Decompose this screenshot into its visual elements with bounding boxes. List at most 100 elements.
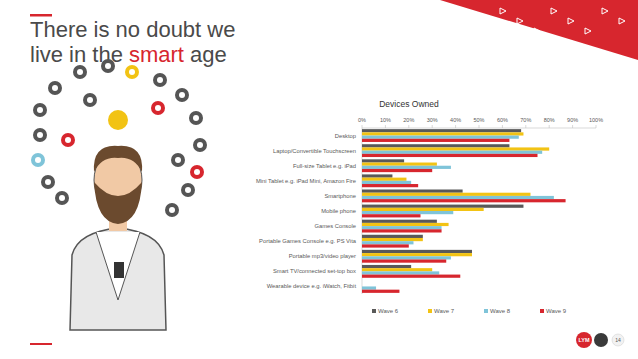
icon-detail	[37, 107, 43, 113]
tick	[479, 125, 480, 128]
bar	[362, 275, 460, 278]
bar	[362, 144, 509, 147]
logo	[576, 332, 592, 348]
icon-detail	[37, 132, 43, 138]
category-label: Portable Games Console e.g. PS Vita	[259, 238, 357, 244]
icon-detail	[87, 97, 93, 103]
bar	[362, 226, 442, 229]
legend-swatch	[372, 309, 376, 313]
icon-detail	[65, 137, 71, 143]
body	[70, 228, 166, 330]
tick-label: 30%	[427, 117, 438, 123]
icon	[48, 81, 62, 95]
icon	[33, 103, 47, 117]
bars	[362, 129, 566, 293]
bar	[362, 184, 418, 187]
icon-detail	[35, 157, 41, 163]
legend-swatch	[540, 309, 544, 313]
tick-label: 40%	[450, 117, 461, 123]
corner-shape	[440, 0, 638, 60]
bar	[362, 189, 463, 192]
corner-glyph	[551, 8, 557, 14]
bar	[362, 178, 406, 181]
icon-detail	[197, 142, 203, 148]
corner-glyph	[585, 28, 591, 34]
phone	[114, 262, 124, 278]
bar	[362, 169, 432, 172]
legend-swatch	[484, 309, 488, 313]
bar	[362, 174, 392, 177]
tick	[502, 125, 503, 128]
logo	[594, 333, 608, 347]
bar	[362, 211, 453, 214]
bar	[362, 205, 523, 208]
corner-glyph	[517, 18, 523, 24]
title-part: age	[190, 42, 227, 67]
tick	[525, 125, 526, 128]
icon-detail	[77, 69, 83, 75]
chart: Devices Owned0%10%20%30%40%50%60%70%80%9…	[256, 99, 603, 314]
bulb	[108, 110, 128, 130]
icon	[175, 88, 189, 102]
bar	[362, 163, 437, 166]
corner-glyph	[534, 28, 540, 34]
bar	[362, 265, 411, 268]
illustration	[31, 59, 207, 330]
icon-detail	[185, 187, 191, 193]
title-line: live in thesmartage	[30, 42, 227, 67]
tick-label: 100%	[589, 117, 603, 123]
tick-label: 90%	[567, 117, 578, 123]
icon	[73, 65, 87, 79]
tick	[572, 125, 573, 128]
bar	[362, 208, 484, 211]
icon-detail	[155, 105, 161, 111]
icon	[101, 59, 115, 73]
tick	[549, 125, 550, 128]
bar	[362, 256, 451, 259]
legend-swatch	[428, 309, 432, 313]
icon-detail	[175, 157, 181, 163]
bar	[362, 214, 421, 217]
tick	[362, 125, 363, 128]
legend: Wave 6Wave 7Wave 8Wave 9	[372, 308, 567, 314]
corner-glyph	[568, 18, 574, 24]
icon	[165, 203, 179, 217]
icon-detail	[59, 195, 65, 201]
bar	[362, 147, 549, 150]
bar	[362, 166, 451, 169]
icon-detail	[194, 169, 200, 175]
bar	[362, 253, 472, 256]
icon-detail	[129, 69, 135, 75]
tick	[408, 125, 409, 128]
category-label: Portable mp3/video player	[289, 253, 356, 259]
slide: There is no doubt welive in thesmartageD…	[0, 0, 638, 359]
legend-label: Wave 9	[546, 308, 567, 314]
title-highlight: smart	[129, 42, 184, 67]
icon	[171, 153, 185, 167]
bar	[362, 271, 439, 274]
bar	[362, 154, 538, 157]
corner-glyph	[602, 8, 608, 14]
icon	[83, 93, 97, 107]
shirt	[96, 232, 140, 300]
legend-label: Wave 7	[434, 308, 455, 314]
bar	[362, 250, 472, 253]
bar	[362, 132, 523, 135]
category-label: Full-size Tablet e.g. iPad	[293, 163, 356, 169]
legend-label: Wave 8	[490, 308, 511, 314]
icon-detail	[52, 85, 58, 91]
tick	[432, 125, 433, 128]
bar	[362, 136, 519, 139]
category-label: Wearable device e.g. iWatch, Fitbit	[267, 283, 357, 289]
title-line: There is no doubt we	[30, 17, 235, 42]
icon	[31, 153, 45, 167]
corner-pattern	[440, 0, 638, 60]
category-label: Smart TV/connected set-top box	[273, 268, 356, 274]
tick-label: 70%	[520, 117, 531, 123]
category-label: Smartphone	[324, 193, 356, 199]
bar	[362, 223, 449, 226]
bar	[362, 196, 554, 199]
bar	[362, 259, 446, 262]
bar	[362, 286, 376, 289]
bar	[362, 268, 432, 271]
